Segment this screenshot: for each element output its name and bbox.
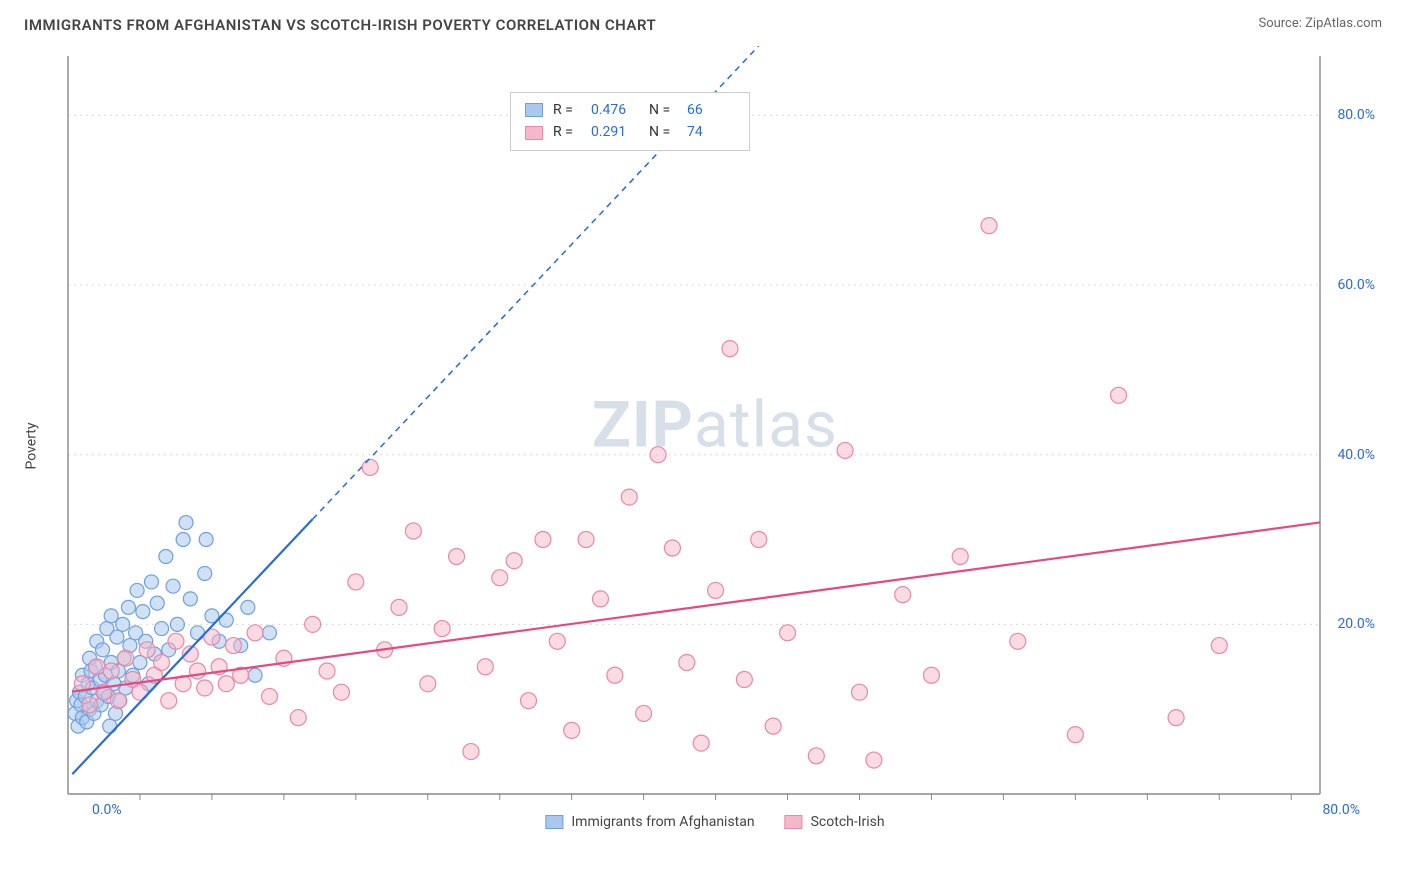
y-axis-label: Poverty [24,422,40,469]
legend-stats-row-scotch-irish: R =0.291 N =74 [525,121,735,143]
y-tick-label: 80.0% [1337,107,1375,123]
chart-area: ZIPatlas R =0.476 N =66 R =0.291 N =74 0… [50,46,1380,836]
legend-item-scotch-irish: Scotch-Irish [785,814,885,830]
legend-swatch-scotch-irish [785,815,803,829]
scatter-chart-svg [50,46,1380,836]
legend-label: Immigrants from Afghanistan [571,814,754,830]
chart-title: IMMIGRANTS FROM AFGHANISTAN VS SCOTCH-IR… [24,16,656,34]
y-tick-label: 60.0% [1337,277,1375,293]
legend-series: Immigrants from Afghanistan Scotch-Irish [545,814,884,830]
y-tick-label: 40.0% [1337,447,1375,463]
legend-item-afghanistan: Immigrants from Afghanistan [545,814,754,830]
legend-stats-row-afghanistan: R =0.476 N =66 [525,99,735,121]
legend-swatch-afghanistan [545,815,563,829]
legend-label: Scotch-Irish [811,814,885,830]
legend-swatch-afghanistan [525,103,543,117]
x-axis-max-label: 80.0% [1322,802,1360,818]
source-attribution: Source: ZipAtlas.com [1258,16,1382,31]
legend-stats: R =0.476 N =66 R =0.291 N =74 [510,92,750,151]
legend-swatch-scotch-irish [525,126,543,140]
y-tick-label: 20.0% [1337,616,1375,632]
x-axis-min-label: 0.0% [92,802,122,818]
